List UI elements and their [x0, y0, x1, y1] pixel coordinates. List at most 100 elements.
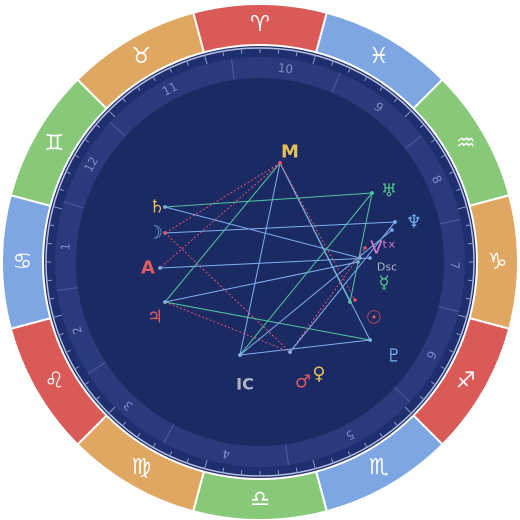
capricorn-sign-icon: ♑: [488, 250, 508, 275]
degree-tick: [364, 76, 368, 82]
house-number-1: 1: [58, 242, 73, 251]
aspect-line: [349, 192, 373, 303]
sun-icon[interactable]: ☉: [366, 308, 382, 329]
degree-tick: [456, 314, 467, 318]
degree-tick: [419, 395, 425, 400]
house-cusp-line: [56, 287, 78, 292]
degree-tick: [331, 458, 334, 464]
descendant-icon[interactable]: Dsc: [377, 261, 397, 274]
aries-sign-icon: ♈: [250, 12, 270, 37]
aspect-endpoint: [393, 220, 397, 224]
aspect-endpoint: [278, 161, 282, 165]
aspect-line: [239, 192, 373, 356]
planet-glyphs: M ♅ ♆ Vᵗˣ Dsc☿ ☉♇ ♀♂ IC ♃ A ☽ ♄: [141, 142, 422, 394]
aspect-line: [159, 257, 371, 269]
center-disc: [76, 78, 444, 446]
aspect-line: [164, 162, 281, 234]
degree-tick: [186, 60, 189, 66]
degree-tick: [53, 206, 64, 210]
aspect-line: [289, 221, 396, 353]
house-cusp-line: [404, 135, 422, 150]
degree-tick: [440, 154, 446, 158]
aspect-endpoint: [363, 246, 367, 250]
degree-tick: [364, 442, 368, 448]
degree-tick: [84, 381, 90, 386]
house-cusp-line: [285, 444, 290, 466]
aspect-line: [279, 162, 371, 341]
moon-icon[interactable]: ☽: [147, 223, 163, 244]
aspect-endpoint: [163, 205, 167, 209]
degree-tick: [136, 86, 141, 92]
degree-tick: [331, 60, 334, 66]
house-cusp-line: [394, 387, 411, 403]
pluto-icon[interactable]: ♇: [386, 346, 402, 367]
degree-tick: [456, 188, 462, 191]
aspect-line: [164, 192, 373, 208]
house-cusp-line: [163, 424, 175, 444]
ascendant-icon[interactable]: A: [141, 258, 155, 279]
house-number-11: 11: [160, 79, 180, 98]
degree-ticks: [46, 48, 474, 476]
degree-tick: [465, 297, 471, 300]
mercury-icon[interactable]: ☿: [378, 273, 389, 294]
degree-tick: [108, 405, 117, 414]
saturn-icon[interactable]: ♄: [149, 197, 165, 218]
venus-icon[interactable]: ♀: [312, 364, 325, 385]
degree-tick: [74, 154, 80, 158]
aspect-line: [164, 221, 396, 234]
sagittarius-sign-icon: ♐: [456, 368, 476, 393]
degree-tick: [58, 333, 64, 336]
degree-tick: [430, 138, 436, 143]
aspect-endpoint: [288, 350, 292, 354]
aspect-line: [289, 247, 366, 353]
degree-tick: [440, 366, 446, 370]
degree-tick: [419, 124, 425, 129]
house-cusp-line: [230, 58, 235, 80]
degree-tick: [108, 110, 117, 119]
degree-tick: [84, 138, 90, 143]
house-number-4: 4: [221, 446, 231, 461]
degree-tick: [58, 188, 64, 191]
mars-icon[interactable]: ♂: [295, 372, 311, 393]
degree-tick: [204, 55, 208, 66]
aspect-endpoint: [163, 300, 167, 304]
degree-tick: [49, 297, 55, 300]
degree-tick: [456, 333, 462, 336]
gemini-sign-icon: ♊: [44, 131, 64, 156]
aspect-line: [164, 232, 291, 353]
aspect-endpoint: [390, 228, 394, 232]
aspect-line: [159, 162, 281, 269]
vertex-icon[interactable]: Vᵗˣ: [370, 238, 396, 259]
aquarius-sign-icon: ♒: [456, 131, 476, 156]
leo-sign-icon: ♌: [44, 368, 64, 393]
degree-tick: [430, 381, 436, 386]
degree-tick: [403, 405, 412, 414]
degree-tick: [295, 467, 298, 473]
house-cusp-line: [439, 218, 461, 225]
imum-coeli-icon[interactable]: IC: [236, 375, 254, 394]
zodiac-ring: ♈ ♓ ♒ ♑ ♐ ♏ ♎ ♍ ♌ ♋ ♊ ♉: [1, 3, 519, 520]
midheaven-icon[interactable]: M: [281, 142, 299, 163]
house-cusp-line: [331, 73, 341, 93]
aspect-line: [164, 206, 361, 259]
aspect-line: [164, 162, 281, 303]
degree-tick: [122, 97, 127, 103]
house-number-10: 10: [277, 61, 294, 77]
scorpio-sign-icon: ♏: [369, 455, 389, 480]
jupiter-icon[interactable]: ♃: [147, 307, 163, 328]
degree-tick: [169, 67, 173, 73]
aspect-endpoint: [158, 266, 162, 270]
neptune-icon[interactable]: ♆: [406, 212, 422, 233]
house-cusps: [56, 58, 461, 466]
uranus-icon[interactable]: ♅: [381, 181, 397, 202]
degree-tick: [95, 124, 101, 129]
degree-tick: [222, 467, 225, 473]
degree-tick: [403, 110, 412, 119]
taurus-sign-icon: ♉: [131, 44, 151, 69]
aspect-endpoint: [163, 231, 167, 235]
degree-tick: [456, 206, 467, 210]
degree-tick: [393, 421, 398, 427]
degree-tick: [74, 366, 80, 370]
degree-tick: [449, 349, 455, 353]
